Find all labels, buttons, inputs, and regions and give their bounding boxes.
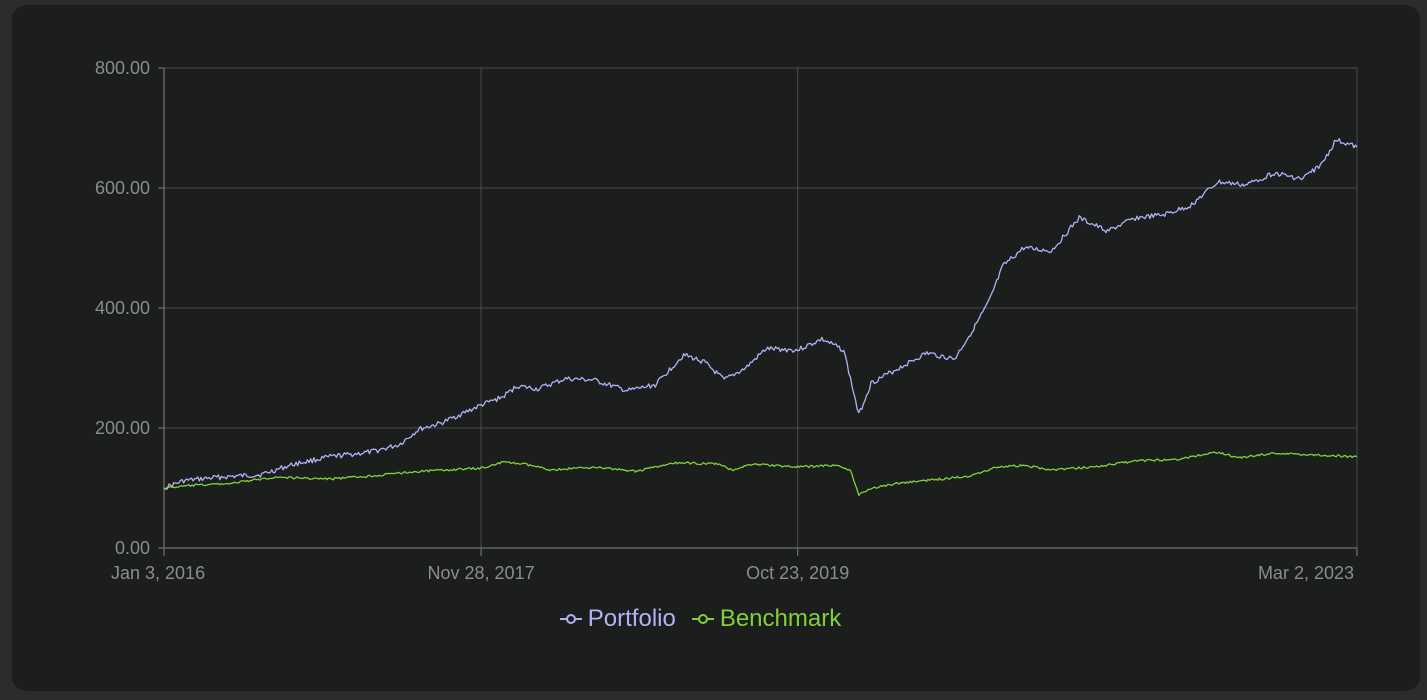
legend-label: Portfolio [587,605,676,632]
series-line-portfolio [163,138,1358,490]
y-tick-label: 0.00 [115,538,150,558]
legend-marker-icon [559,614,582,624]
y-tick-label: 200.00 [95,418,150,438]
legend-marker-icon [691,614,714,624]
grid [163,67,1358,549]
legend-item-benchmark[interactable]: Benchmark [691,605,842,633]
y-tick-label: 800.00 [95,58,150,78]
y-tick-label: 400.00 [95,298,150,318]
series-line-benchmark [163,451,1358,496]
legend-label: Benchmark [719,605,842,632]
legend-item-portfolio[interactable]: Portfolio [559,605,676,633]
x-tick-label: Oct 23, 2019 [746,563,849,583]
x-tick-label: Nov 28, 2017 [428,563,535,583]
axes: 0.00 200.00 400.00 600.00 800.00 Jan 3, 2016 N… [95,58,1358,583]
chart-panel [12,5,1420,691]
y-tick-label: 600.00 [95,178,150,198]
x-tick-label: Mar 2, 2023 [1258,563,1354,583]
x-tick-label: Jan 3, 2016 [111,563,205,583]
series-lines [163,138,1358,496]
legend: Portfolio Benchmark [0,605,1401,633]
